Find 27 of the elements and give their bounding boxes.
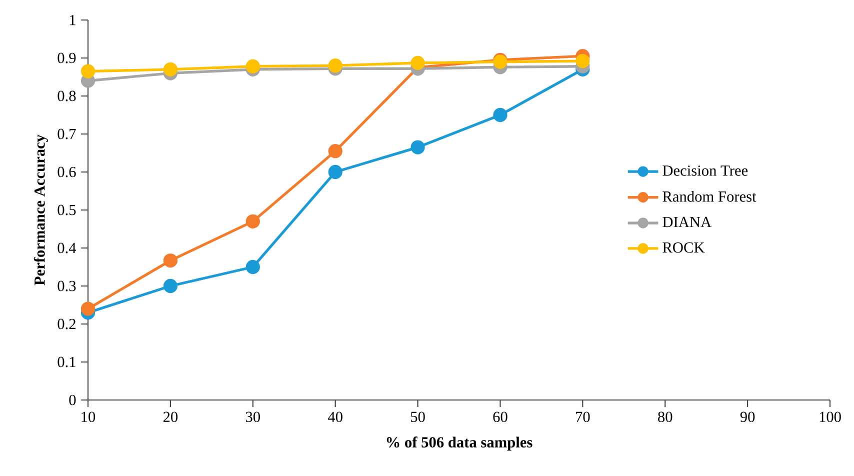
- y-tick-label: 0.3: [58, 280, 76, 292]
- legend-label: Decision Tree: [662, 165, 748, 176]
- x-tick-label: 90: [740, 412, 755, 422]
- legend-label: DIANA: [662, 216, 712, 228]
- y-axis-title: Performance Accuracy: [34, 134, 48, 286]
- y-tick-label: 0.5: [58, 204, 76, 216]
- x-tick-label: 60: [493, 412, 508, 422]
- y-tick-label: 0.8: [58, 90, 76, 102]
- legend-label: Random Forest: [662, 190, 756, 202]
- y-tick-label: 0.4: [58, 242, 76, 254]
- y-tick-label: 0.2: [58, 318, 76, 330]
- x-tick-label: 100: [820, 412, 841, 422]
- y-tick-label: 0.7: [58, 128, 76, 140]
- y-tick-label: 1: [70, 14, 76, 26]
- y-tick-label: 0.9: [58, 52, 76, 64]
- x-tick-label: 70: [576, 412, 590, 422]
- y-tick-label: 0.1: [58, 356, 76, 368]
- y-tick-label: 0.6: [58, 166, 76, 178]
- x-tick-label: 20: [163, 412, 178, 422]
- legend-label: ROCK: [662, 242, 705, 253]
- x-axis-title: % of 506 data samples: [386, 436, 532, 451]
- y-tick-label: 0: [69, 394, 76, 406]
- x-tick-label: 10: [82, 412, 96, 422]
- x-tick-label: 30: [246, 412, 260, 422]
- x-tick-label: 40: [328, 412, 342, 422]
- x-tick-label: 80: [658, 412, 672, 422]
- x-tick-label: 50: [411, 412, 425, 422]
